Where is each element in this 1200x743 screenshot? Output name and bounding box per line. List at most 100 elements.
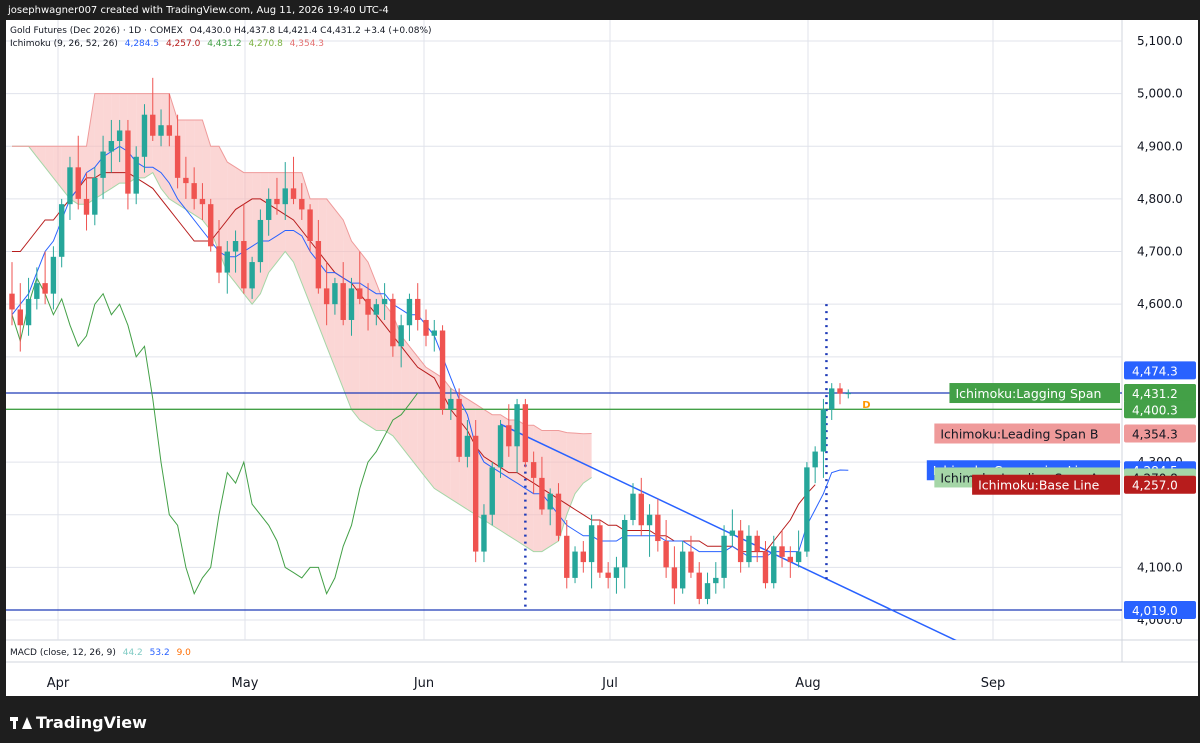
kumo-segment [368,262,377,431]
kumo-segment [194,119,203,220]
candle-body [108,141,115,152]
kumo-segment [53,146,62,189]
candle-body [423,319,429,336]
senkou-span-a-line [12,145,592,553]
kumo-segment [111,93,120,189]
candle-body [415,298,421,320]
indicator-name-text: Ichimoku:Leading Span B [940,427,1098,442]
candle-body [754,535,760,552]
candle-body [547,493,553,510]
price-label-box [1124,400,1196,419]
candle-body [472,435,479,552]
candle-body [812,451,818,468]
created-by-header: josephwagner007 created with TradingView… [8,5,389,16]
macd-value-3: 9.0 [176,648,191,658]
candle-body [671,567,678,589]
candle-body [779,546,785,557]
candle-body [588,525,595,563]
candle-body [406,298,413,326]
kumo-segment [401,335,410,457]
kumo-segment [318,198,327,347]
conversion-line [11,145,849,558]
kumo-segment [566,432,576,515]
price-label-group: 4,019.0 [1124,600,1196,619]
indicator-name-box [934,423,1120,444]
candle-body [829,388,835,410]
price-tick-label: 5,000.0 [1137,87,1183,101]
ichimoku-value-span-b: 4,354.3 [289,39,325,49]
candle-body [580,551,587,563]
ichimoku-name: Ichimoku (9, 26, 52, 26) [10,39,118,49]
candle-body [597,525,603,573]
candle-body [315,241,322,289]
candle-body [655,514,661,542]
price-label-group: 4,354.3 Ichimoku:Leading Span B [934,423,1196,444]
candle-body [514,404,520,447]
price-label-group: 4,257.0 Ichimoku:Base Line [972,474,1196,495]
candle-body [290,188,297,199]
macd-axis-bg [1122,640,1198,662]
price-label-text: 4,257.0 [1132,479,1178,493]
candle-body [481,514,487,552]
price-axis-bg [1122,20,1198,640]
tradingview-logo[interactable]: TradingView [10,713,147,732]
price-label-box [1124,475,1196,494]
candle-body [572,551,578,578]
candle-body [265,198,272,220]
candle-body [191,183,197,199]
price-label-group: 4,400.3 [1124,400,1196,419]
candle-body [845,393,851,395]
kumo-segment [161,93,170,199]
time-tick-label: May [232,676,259,691]
ichimoku-value-base: 4,257.0 [165,39,201,49]
macd-pane-bg [6,640,1122,662]
time-tick-label: Jul [601,676,618,691]
candle-body [771,546,777,584]
time-tick-label: Sep [981,676,1006,691]
candle-body [9,293,15,310]
price-tick-label: 4,900.0 [1137,139,1183,153]
kumo-segment [533,425,542,552]
ichimoku-value-conversion: 4,284.5 [124,39,160,49]
kumo-segment [409,346,418,468]
candle-body [241,241,247,289]
symbol-legend: Gold Futures (Dec 2026) · 1D · COMEX O4,… [10,26,436,36]
candle-body [150,114,156,136]
kumo-segment [426,367,435,489]
price-label-box [1124,600,1196,619]
candle-body [340,283,346,320]
candle-body [381,298,388,305]
candle-body [522,404,529,463]
price-label-text: 4,354.3 [1132,428,1178,442]
candle-body [208,204,214,247]
kumo-segment [583,433,592,484]
candle-body [158,125,164,136]
price-label-group: 4,431.2 [1124,384,1196,403]
kumo-segment [219,146,228,273]
candle-body [232,241,239,252]
kumo-segment [575,433,584,494]
candle-body [17,309,23,326]
candle-body [257,219,264,263]
kumo-segment [417,356,426,478]
ohlc-values: O4,430.0 H4,437.8 L4,421.4 C4,431.2 +3.4… [189,26,432,36]
candle-body [332,283,338,305]
candle-body [737,530,744,563]
candle-body [613,567,620,578]
indicator-name-box [972,474,1120,495]
time-tick-label: Jun [413,676,434,691]
candle-body [166,125,173,136]
candle-body [373,304,380,315]
candle-body [133,156,139,194]
kumo-segment [392,314,402,447]
kumo-segment [343,219,352,410]
candle-body [67,167,73,205]
candle-body [183,177,189,184]
macd-legend: MACD (close, 12, 26, 9) 44.2 53.2 9.0 [10,648,195,658]
time-tick-label: Aug [795,676,820,691]
candle-body [448,398,454,410]
candle-body [713,577,719,584]
price-tick-label: 4,800.0 [1137,192,1183,206]
